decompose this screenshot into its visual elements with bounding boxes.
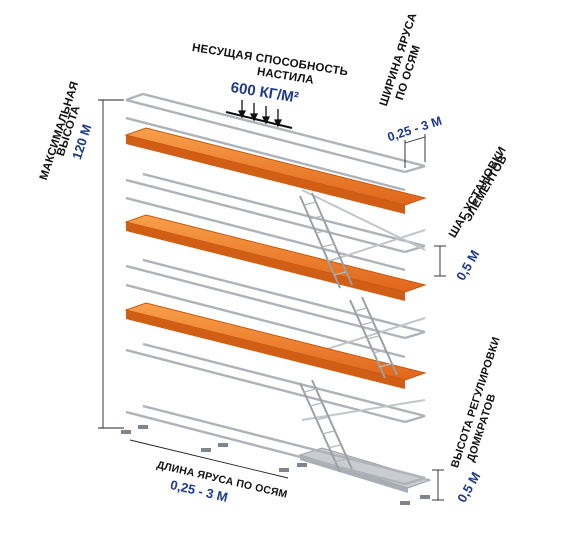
ladder-rungs [303,201,392,463]
base-jacks [121,425,430,505]
ladders [299,192,398,473]
dimension-lines [98,99,446,501]
platform-top [124,127,427,214]
platform-low [124,302,427,389]
load-arrows [225,100,293,129]
base-deck [298,447,432,493]
platform-middle [124,214,427,301]
ledgers [125,92,426,486]
